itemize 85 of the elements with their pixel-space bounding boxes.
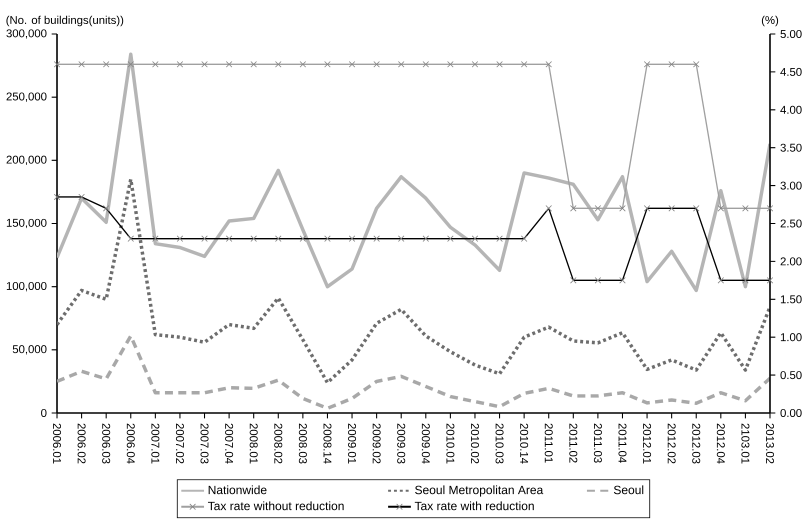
point	[718, 205, 724, 212]
legend-label: Tax rate with reduction	[414, 501, 534, 510]
x-tick-label: 2012.04	[716, 424, 725, 464]
x-tick-label: 2006.03	[102, 424, 110, 464]
y2-tick-label: 5.00	[780, 30, 802, 38]
legend-label: Nationwide	[208, 485, 267, 494]
point	[250, 61, 257, 68]
x-tick-label: 2007.04	[225, 424, 234, 464]
y2-tick-label: 2.50	[780, 219, 802, 228]
x-tick-label: 2010.14	[520, 424, 528, 464]
x-tick-label: 2009.04	[422, 424, 430, 464]
x-tick-label: 2009.02	[372, 424, 381, 464]
legend-label: Tax rate without reduction	[208, 501, 344, 510]
point	[520, 61, 528, 68]
x-tick-label: 2011.01	[544, 424, 553, 463]
point	[300, 61, 306, 68]
x-tick-label: 2007.02	[176, 424, 184, 464]
x-tick-label: 2103.01	[741, 424, 750, 464]
x-tick-label: 2011.02	[569, 424, 578, 463]
x-tick-label: 2009.03	[397, 424, 406, 464]
point	[570, 205, 577, 212]
x-tick-label: 2008.02	[274, 424, 282, 464]
point	[398, 61, 404, 68]
y2-tick-label: 1.50	[780, 295, 802, 304]
x-tick-label: 2011.03	[594, 424, 602, 463]
x-tick-label: 2012.03	[692, 424, 700, 464]
x-tick-label: 2012.01	[643, 424, 652, 464]
point	[226, 61, 232, 68]
y-tick-label: 250,000	[6, 92, 47, 102]
line-series	[57, 52, 770, 292]
point	[472, 61, 478, 68]
y-tick-label: 150,000	[6, 218, 47, 228]
point	[422, 61, 430, 68]
x-tick-label: 2008.03	[298, 424, 307, 464]
point	[201, 61, 208, 68]
point	[324, 61, 331, 68]
y-axis-title: (No. of buildings(units))	[6, 16, 124, 26]
point	[152, 61, 159, 68]
y-tick-label: 200,000	[6, 156, 47, 165]
y2-tick-label: 0.50	[780, 371, 802, 380]
point	[373, 61, 380, 68]
point	[619, 205, 626, 212]
point	[176, 61, 184, 68]
x-tick-label: 2010.02	[470, 424, 479, 464]
point	[668, 61, 675, 68]
point	[545, 61, 552, 68]
x-tick-label: 2009.01	[348, 424, 356, 464]
point	[348, 61, 356, 68]
y2-tick-label: 0.00	[780, 408, 802, 417]
y2-tick-label: 1.00	[780, 333, 802, 342]
point	[102, 61, 110, 68]
y-tick-label: 100,000	[6, 282, 47, 292]
x-tick-label: 2006.04	[126, 424, 135, 464]
y-tick-label: 50,000	[12, 345, 47, 354]
x-tick-label: 2011.04	[618, 424, 626, 463]
point	[128, 61, 134, 68]
point	[78, 61, 85, 68]
x-tick-label: 2013.02	[766, 424, 774, 464]
point	[742, 205, 749, 212]
y2-tick-label: 4.50	[780, 68, 802, 76]
y-tick-label: 300,000	[6, 29, 47, 39]
y-tick-label: 0	[41, 408, 47, 417]
y2-tick-label: 3.00	[780, 182, 802, 190]
point	[496, 61, 503, 68]
x-tick-label: 2010.01	[446, 424, 454, 464]
x-tick-label: 2007.01	[151, 424, 160, 464]
legend-label: Seoul Metropolitan Area	[415, 485, 544, 497]
x-tick-label: 2006.01	[53, 424, 62, 464]
x-tick-label: 2007.03	[200, 424, 209, 464]
point	[693, 61, 700, 68]
y2-tick-label: 3.50	[780, 144, 802, 152]
line-series	[57, 178, 770, 384]
point	[275, 61, 282, 68]
y2-axis-title: (%)	[762, 16, 778, 26]
x-tick-label: 2008.01	[250, 424, 258, 464]
point	[644, 61, 650, 68]
point	[594, 205, 602, 212]
x-tick-label: 2008.14	[323, 424, 332, 464]
y2-tick-label: 2.00	[780, 257, 802, 266]
x-tick-label: 2012.02	[668, 424, 676, 464]
x-tick-label: 2010.03	[496, 424, 504, 464]
y2-tick-label: 4.00	[780, 106, 802, 114]
point	[447, 61, 454, 68]
legend-label: Seoul	[614, 485, 644, 494]
x-tick-label: 2006.02	[78, 424, 86, 464]
